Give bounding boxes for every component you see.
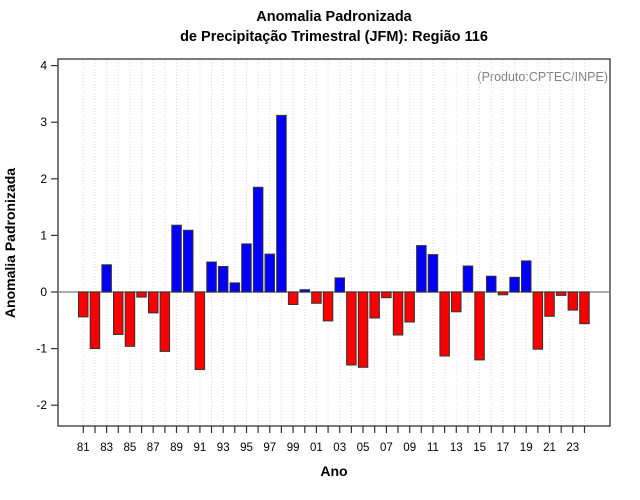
bar-1999 (287, 291, 299, 305)
bar-2017 (497, 291, 509, 296)
bar-2019 (521, 260, 532, 293)
x-tick-label-2007: 07 (380, 442, 393, 454)
bar-2003 (334, 277, 345, 293)
x-tick-label-1981: 81 (77, 442, 90, 454)
bar-1991 (194, 291, 206, 370)
bar-2016 (486, 275, 497, 293)
bar-2015 (474, 291, 485, 361)
plot-box (57, 58, 611, 427)
bar-2000 (299, 289, 310, 293)
bar-1995 (241, 243, 252, 293)
bar-2009 (404, 291, 415, 323)
x-tick-label-1991: 91 (194, 442, 207, 454)
chart-title-line1: Anomalia Padronizada (256, 9, 412, 25)
x-tick-label-1985: 85 (124, 442, 137, 454)
bar-2002 (322, 291, 334, 322)
bar-1994 (229, 282, 241, 293)
x-tick-label-2005: 05 (357, 442, 370, 454)
bar-2001 (311, 291, 322, 304)
y-tick-label--1: -1 (36, 342, 47, 356)
bar-2005 (357, 291, 369, 368)
x-tick-label-2021: 21 (543, 442, 556, 454)
x-tick-label-1989: 89 (170, 442, 183, 454)
bar-2010 (416, 245, 427, 293)
bar-1989 (171, 224, 182, 293)
bar-2012 (439, 291, 450, 357)
bar-2022 (555, 291, 567, 296)
x-tick-label-1983: 83 (100, 442, 113, 454)
bar-2014 (462, 265, 474, 293)
x-tick-label-1999: 99 (287, 442, 300, 454)
produto-annotation: (Produto:CPTEC/INPE) (477, 70, 608, 84)
bar-2011 (427, 254, 439, 293)
x-tick-label-2015: 15 (473, 442, 486, 454)
x-tick-label-1987: 87 (147, 442, 160, 454)
y-tick-label-2: 2 (40, 172, 47, 186)
bar-1985 (124, 291, 136, 347)
y-tick-label-0: 0 (40, 285, 47, 299)
bar-1984 (113, 291, 124, 335)
bar-1992 (206, 261, 217, 293)
x-tick-label-2019: 19 (520, 442, 533, 454)
bar-1996 (252, 186, 264, 293)
bar-1993 (217, 266, 229, 293)
y-tick-label--2: -2 (36, 398, 47, 412)
x-tick-label-2013: 13 (450, 442, 463, 454)
x-tick-label-2009: 09 (403, 442, 416, 454)
bar-2020 (532, 291, 544, 350)
x-tick-label-1993: 93 (217, 442, 230, 454)
x-tick-label-2003: 03 (333, 442, 346, 454)
bar-2023 (567, 291, 579, 311)
bar-1981 (78, 291, 89, 318)
x-tick-label-2001: 01 (310, 442, 323, 454)
chart-title-line2: de Precipitação Trimestral (JFM): Região… (180, 29, 488, 45)
bar-1987 (148, 291, 159, 314)
bar-2021 (544, 291, 555, 317)
bar-2013 (451, 291, 462, 313)
bar-2006 (369, 291, 380, 319)
bar-2024 (579, 291, 590, 325)
bar-1988 (159, 291, 171, 352)
y-tick-label-3: 3 (40, 115, 47, 129)
bar-2018 (509, 276, 520, 293)
bar-1983 (101, 264, 112, 293)
x-tick-label-1995: 95 (240, 442, 253, 454)
x-tick-label-2017: 17 (497, 442, 510, 454)
bar-1997 (264, 253, 275, 293)
bar-2007 (381, 291, 392, 299)
x-tick-label-2023: 23 (566, 442, 579, 454)
bar-1998 (276, 114, 287, 293)
y-tick-label-4: 4 (40, 59, 47, 73)
y-tick-label-1: 1 (40, 228, 47, 242)
x-tick-label-2011: 11 (427, 442, 439, 454)
bar-1990 (183, 229, 194, 293)
chart-title: Anomalia Padronizada de Precipitação Tri… (58, 7, 610, 47)
x-axis-title: Ano (320, 463, 348, 479)
bar-1982 (89, 291, 101, 350)
bar-1986 (136, 291, 147, 298)
bar-2004 (346, 291, 357, 366)
bar-2008 (392, 291, 404, 336)
x-tick-label-1997: 97 (263, 442, 276, 454)
